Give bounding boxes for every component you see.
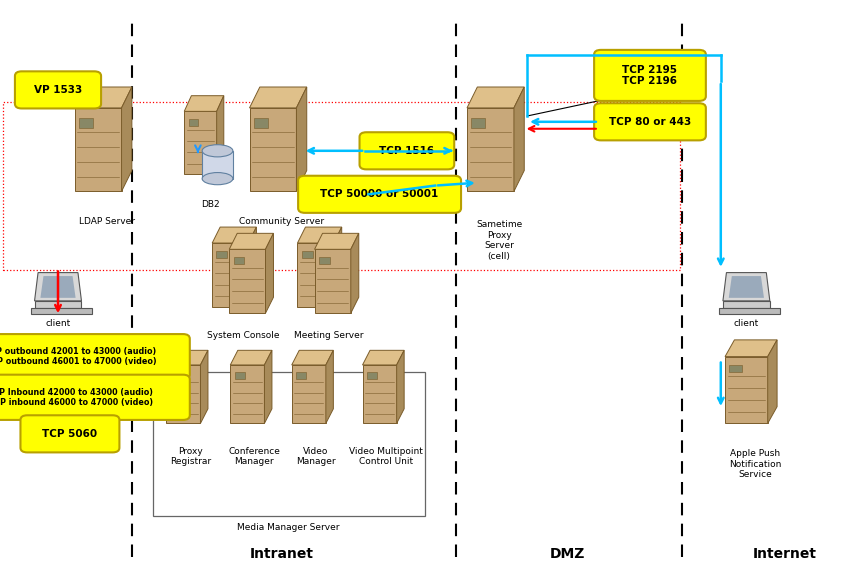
FancyBboxPatch shape <box>470 118 485 128</box>
Text: client: client <box>733 319 758 328</box>
Polygon shape <box>249 87 307 108</box>
FancyBboxPatch shape <box>718 309 780 314</box>
Polygon shape <box>467 87 524 108</box>
Polygon shape <box>212 243 248 307</box>
Text: Apple Push
Notification
Service: Apple Push Notification Service <box>728 450 780 479</box>
FancyBboxPatch shape <box>298 176 460 213</box>
Polygon shape <box>291 365 325 423</box>
Text: VP 1533: VP 1533 <box>34 85 82 95</box>
Polygon shape <box>216 96 223 174</box>
FancyBboxPatch shape <box>593 50 705 101</box>
Text: Sametime
Proxy
Server
(cell): Sametime Proxy Server (cell) <box>475 220 521 260</box>
FancyBboxPatch shape <box>0 334 189 379</box>
Polygon shape <box>297 227 342 243</box>
Text: Internet: Internet <box>751 548 816 561</box>
Polygon shape <box>724 357 767 423</box>
Ellipse shape <box>202 145 233 157</box>
Polygon shape <box>350 233 359 313</box>
FancyBboxPatch shape <box>319 258 329 264</box>
Text: Intranet: Intranet <box>249 548 314 561</box>
Text: DMZ: DMZ <box>549 548 584 561</box>
FancyBboxPatch shape <box>254 118 268 128</box>
Text: Community Server: Community Server <box>239 218 324 227</box>
Polygon shape <box>265 233 273 313</box>
Text: Meeting Server: Meeting Server <box>293 331 363 340</box>
FancyBboxPatch shape <box>728 365 741 372</box>
Polygon shape <box>314 249 350 313</box>
FancyBboxPatch shape <box>593 103 705 140</box>
Polygon shape <box>513 87 524 191</box>
FancyBboxPatch shape <box>20 415 119 452</box>
Text: client: client <box>45 319 71 328</box>
FancyBboxPatch shape <box>366 372 377 379</box>
Text: TCP 80 or 443: TCP 80 or 443 <box>608 117 690 127</box>
Polygon shape <box>229 249 265 313</box>
Polygon shape <box>229 233 273 249</box>
Polygon shape <box>212 227 256 243</box>
Polygon shape <box>248 227 256 307</box>
Text: DB2: DB2 <box>201 200 220 209</box>
FancyBboxPatch shape <box>722 301 769 309</box>
FancyBboxPatch shape <box>234 372 245 379</box>
Polygon shape <box>35 273 82 301</box>
Polygon shape <box>296 87 307 191</box>
Text: Video
Manager: Video Manager <box>296 447 335 466</box>
Ellipse shape <box>202 173 233 184</box>
FancyBboxPatch shape <box>0 375 189 420</box>
Polygon shape <box>264 350 272 423</box>
FancyBboxPatch shape <box>170 372 181 379</box>
Polygon shape <box>291 350 333 365</box>
Polygon shape <box>122 87 132 191</box>
Text: System Console: System Console <box>207 331 279 340</box>
Polygon shape <box>166 350 208 365</box>
Polygon shape <box>230 350 272 365</box>
Polygon shape <box>396 350 404 423</box>
Text: Conference
Manager: Conference Manager <box>228 447 279 466</box>
FancyBboxPatch shape <box>31 309 92 314</box>
FancyBboxPatch shape <box>216 251 227 258</box>
Text: Proxy
Registrar: Proxy Registrar <box>170 447 210 466</box>
Text: Video Multipoint
Control Unit: Video Multipoint Control Unit <box>349 447 423 466</box>
FancyBboxPatch shape <box>296 372 306 379</box>
FancyBboxPatch shape <box>202 151 233 179</box>
Polygon shape <box>362 365 396 423</box>
Polygon shape <box>230 365 264 423</box>
Text: TCP 2195
TCP 2196: TCP 2195 TCP 2196 <box>622 64 676 86</box>
FancyBboxPatch shape <box>233 258 244 264</box>
Polygon shape <box>249 108 296 191</box>
Polygon shape <box>200 350 208 423</box>
Text: TCP 1516: TCP 1516 <box>379 146 434 156</box>
FancyBboxPatch shape <box>302 251 312 258</box>
Polygon shape <box>362 350 404 365</box>
Polygon shape <box>724 340 776 357</box>
Text: LDAP Server: LDAP Server <box>78 218 135 227</box>
Text: UDP Inbound 42000 to 43000 (audio)
UDP inbound 46000 to 47000 (video): UDP Inbound 42000 to 43000 (audio) UDP i… <box>0 387 153 407</box>
FancyBboxPatch shape <box>188 119 198 126</box>
Polygon shape <box>297 243 333 307</box>
Text: UDP outbound 42001 to 43000 (audio)
UDP outbound 46001 to 47000 (video): UDP outbound 42001 to 43000 (audio) UDP … <box>0 347 157 367</box>
Polygon shape <box>314 233 359 249</box>
Polygon shape <box>325 350 333 423</box>
Polygon shape <box>184 111 216 174</box>
Polygon shape <box>767 340 776 423</box>
Polygon shape <box>75 108 122 191</box>
Polygon shape <box>184 96 223 111</box>
Polygon shape <box>728 276 763 298</box>
Text: TCP 5060: TCP 5060 <box>43 429 97 439</box>
Polygon shape <box>722 273 769 301</box>
Polygon shape <box>467 108 513 191</box>
Polygon shape <box>40 276 76 298</box>
Polygon shape <box>75 87 132 108</box>
Polygon shape <box>333 227 342 307</box>
FancyBboxPatch shape <box>359 132 453 169</box>
Text: Media Manager Server: Media Manager Server <box>237 523 339 532</box>
Polygon shape <box>166 365 200 423</box>
FancyBboxPatch shape <box>35 301 82 309</box>
FancyBboxPatch shape <box>15 71 101 108</box>
Text: TCP 50000 or 50001: TCP 50000 or 50001 <box>320 189 438 200</box>
FancyBboxPatch shape <box>79 118 93 128</box>
